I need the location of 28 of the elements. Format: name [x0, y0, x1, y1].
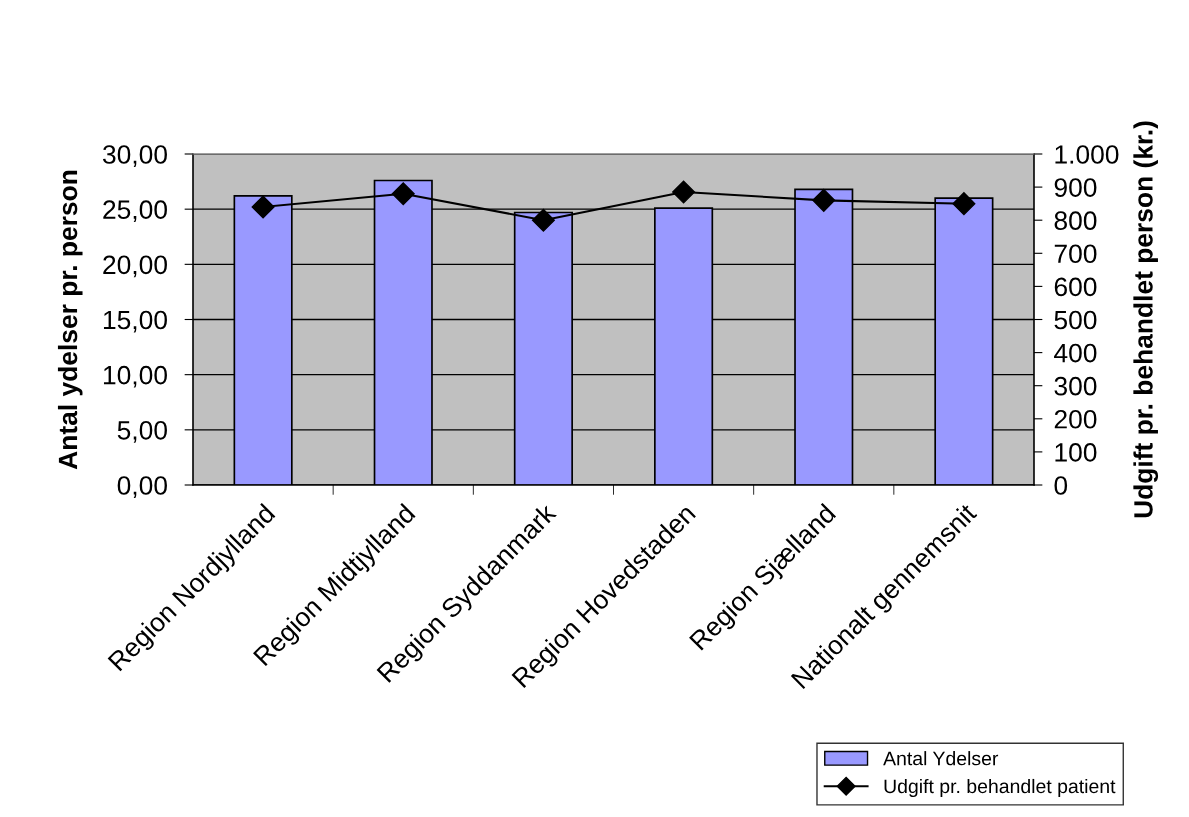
y-tick-label: 25,00 — [103, 200, 167, 223]
y2-tick-label: 900 — [1054, 178, 1097, 197]
point — [952, 192, 976, 216]
point — [251, 195, 275, 219]
y-tick-label: 5,00 — [117, 420, 167, 443]
legend-label: Udgift pr. behandlet patient — [884, 778, 1116, 798]
y-tick-label: 0,00 — [117, 476, 167, 498]
legend-label: Antal Ydelser — [883, 751, 999, 766]
y2-tick-label: 300 — [1054, 376, 1097, 396]
y-tick-label: 20,00 — [103, 255, 167, 278]
y-tick-label: 15,00 — [103, 310, 167, 333]
point — [812, 188, 836, 212]
y2-axis-title: Udgift pr. behandlet person (kr.) — [1133, 121, 1159, 518]
y-tick-label: 10,00 — [103, 365, 167, 388]
y-tick-label: 30,00 — [102, 145, 167, 167]
point — [391, 182, 415, 206]
point — [672, 180, 696, 204]
y2-tick-label: 600 — [1054, 277, 1097, 297]
y2-tick-label: 0 — [1054, 476, 1068, 495]
y2-tick-label: 100 — [1055, 443, 1097, 462]
y2-tick-label: 1.000 — [1055, 145, 1119, 164]
point — [531, 208, 555, 232]
y-axis-title: Antal ydelser pr. person — [57, 170, 83, 470]
y2-tick-label: 200 — [1054, 409, 1097, 429]
y2-tick-label: 700 — [1054, 244, 1097, 264]
y2-tick-label: 500 — [1054, 310, 1097, 330]
y2-tick-label: 400 — [1054, 343, 1097, 363]
y2-tick-label: 800 — [1054, 211, 1097, 231]
